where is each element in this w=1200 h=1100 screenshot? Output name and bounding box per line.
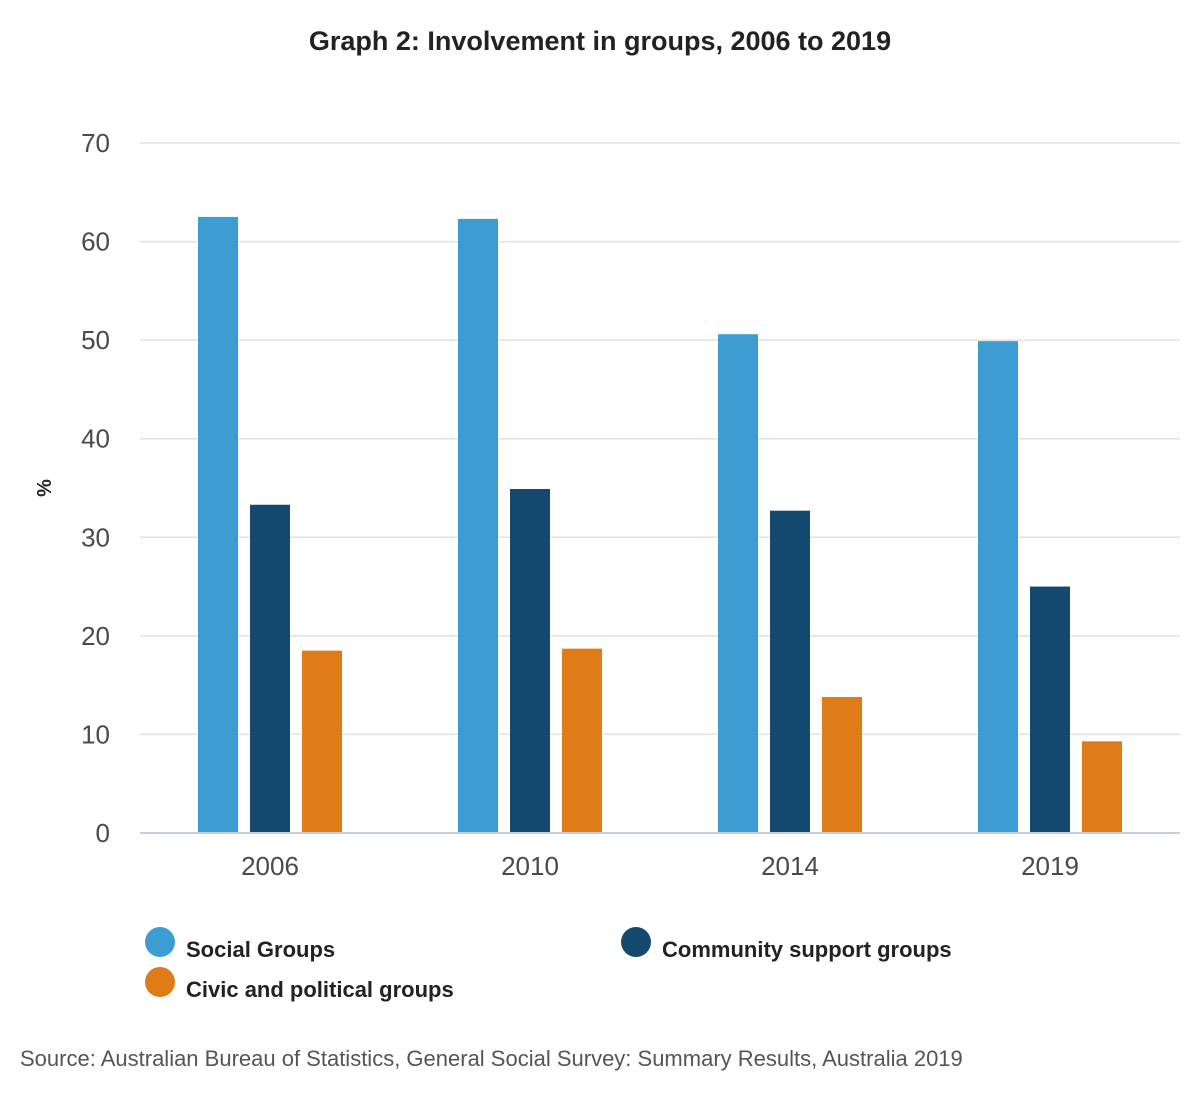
bar-civic-and-political-groups-2014 (822, 696, 862, 833)
bar-social-groups-2010 (458, 218, 498, 833)
y-tick-label: 50 (81, 325, 110, 355)
y-axis-label: % (34, 479, 56, 497)
bar-social-groups-2014 (718, 334, 758, 833)
legend-label: Civic and political groups (186, 977, 454, 1002)
bar-community-support-groups-2006 (250, 504, 290, 833)
y-tick-label: 30 (81, 522, 110, 552)
bar-community-support-groups-2019 (1030, 586, 1070, 833)
legend-swatch (145, 927, 175, 957)
gridlines (140, 142, 1180, 736)
chart-title: Graph 2: Involvement in groups, 2006 to … (309, 26, 891, 56)
x-tick-label: 2010 (501, 851, 559, 881)
legend: Social Groups Community support groups Civ… (145, 927, 952, 1002)
y-tick-label: 60 (81, 227, 110, 257)
y-tick-label: 10 (81, 719, 110, 749)
bar-community-support-groups-2010 (510, 488, 550, 833)
y-tick-label: 20 (81, 621, 110, 651)
legend-swatch (621, 927, 651, 957)
legend-label: Social Groups (186, 937, 335, 962)
x-tick-label: 2006 (241, 851, 299, 881)
bar-civic-and-political-groups-2006 (302, 650, 342, 833)
y-tick-label: 40 (81, 424, 110, 454)
bar-social-groups-2006 (198, 216, 238, 833)
bar-community-support-groups-2014 (770, 510, 810, 833)
y-tick-label: 70 (81, 128, 110, 158)
bar-civic-and-political-groups-2010 (562, 648, 602, 833)
x-axis-ticks: 2006 2010 2014 2019 (241, 851, 1079, 881)
y-tick-label: 0 (96, 818, 110, 848)
legend-label: Community support groups (662, 937, 952, 962)
y-axis-ticks: 0 10 20 30 40 50 60 70 (81, 128, 110, 848)
bar-social-groups-2019 (978, 341, 1018, 833)
bar-civic-and-political-groups-2019 (1082, 741, 1122, 833)
legend-swatch (145, 967, 175, 997)
x-tick-label: 2019 (1021, 851, 1079, 881)
source-note: Source: Australian Bureau of Statistics,… (20, 1046, 963, 1071)
bars (198, 216, 1122, 833)
x-tick-label: 2014 (761, 851, 819, 881)
